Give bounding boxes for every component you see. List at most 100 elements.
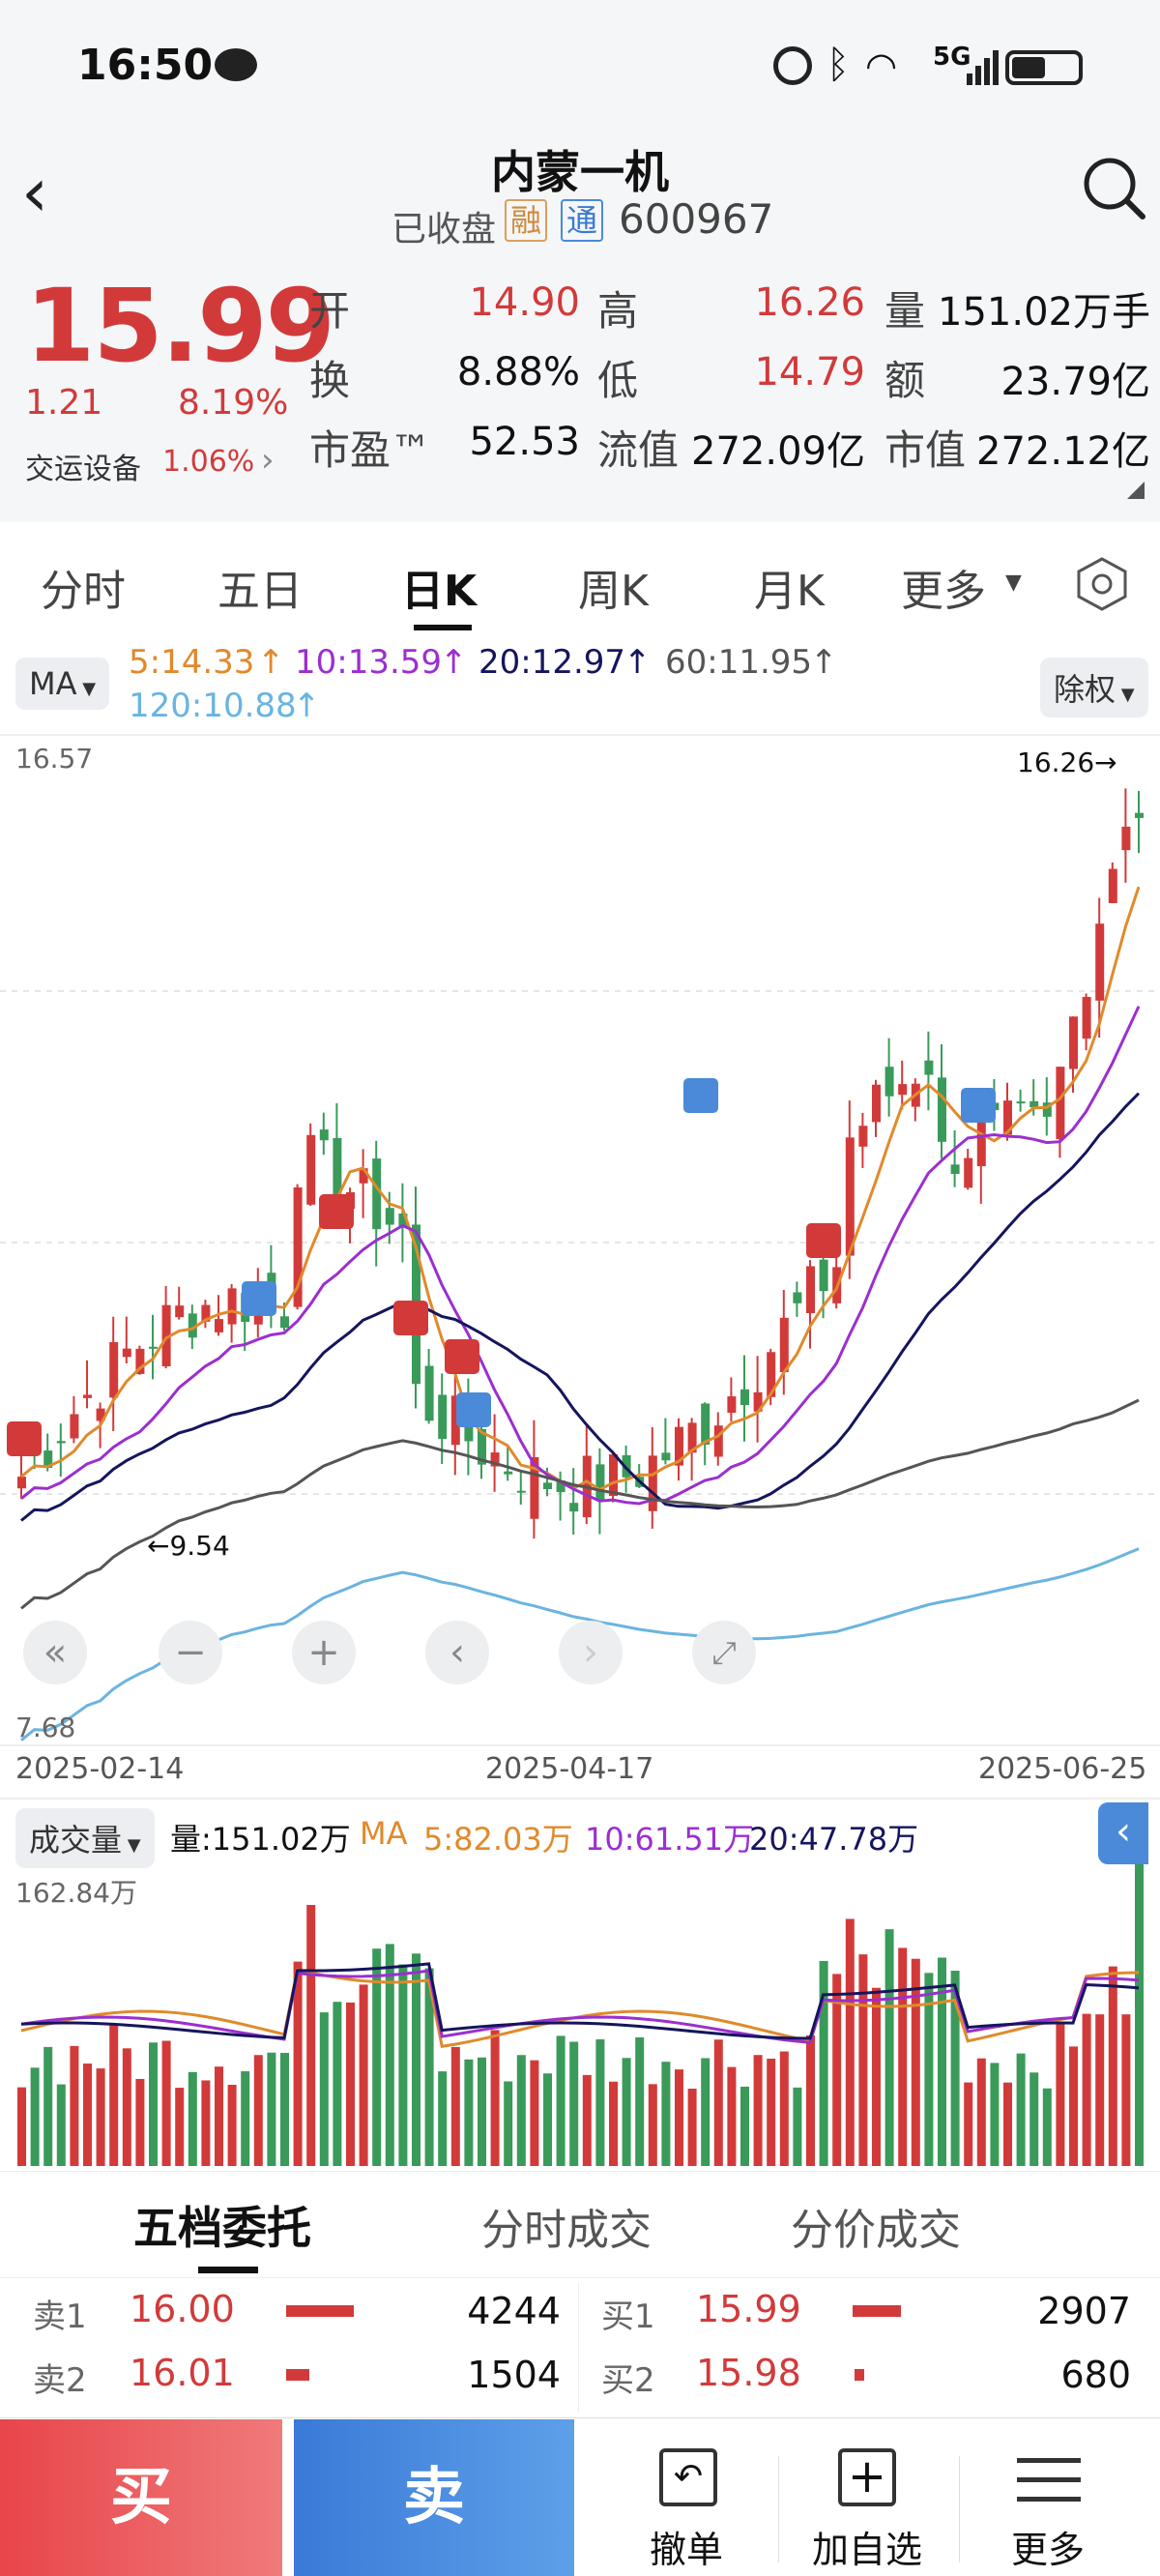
candle-body — [96, 1408, 105, 1421]
candle-body — [398, 1214, 408, 1227]
zoom-out-icon[interactable]: − — [159, 1621, 222, 1684]
collapse-panel-icon[interactable]: ‹ — [1098, 1802, 1148, 1864]
volume-bar — [122, 2048, 131, 2166]
volume-bar — [135, 2078, 145, 2166]
chevron-right-icon[interactable]: › — [261, 441, 275, 480]
marker-box — [319, 1194, 354, 1229]
volume-bar — [1042, 2088, 1052, 2166]
ask2-label: 卖2 — [33, 2361, 87, 2400]
caret-icon: ▼ — [1116, 685, 1135, 705]
trade-marker-buy — [319, 1194, 354, 1229]
candle-body — [319, 1129, 329, 1141]
tab-weekly-k[interactable]: 周K — [578, 567, 649, 616]
low-label: 低 — [597, 357, 639, 404]
candle-body — [175, 1305, 185, 1318]
volume-bar — [950, 1971, 960, 2166]
kline-chart[interactable] — [0, 0, 1160, 2171]
volume-indicator-selector[interactable]: 成交量 ▼ — [15, 1808, 155, 1868]
more-button[interactable]: 更多 — [951, 2437, 1145, 2572]
expand-corner-icon[interactable] — [1127, 482, 1145, 499]
volume-bar — [175, 2088, 185, 2166]
ma20-label: 20:12.97 — [478, 643, 626, 682]
divider — [0, 2277, 1160, 2278]
ma20-line — [20, 1092, 1141, 1522]
tab-price-trades[interactable]: 分价成交 — [791, 2206, 961, 2255]
candle-body — [424, 1365, 434, 1421]
sector-pct[interactable]: 1.06% — [162, 445, 255, 479]
candle-body — [149, 1346, 158, 1349]
add-watchlist-label: 加自选 — [811, 2529, 922, 2571]
volume-bar — [372, 1948, 382, 2166]
trade-marker-buy — [393, 1301, 428, 1335]
volume-bar — [1095, 2014, 1105, 2166]
active-tab-indicator — [414, 625, 472, 630]
cancel-order-button[interactable]: ↶ 撤单 — [590, 2437, 783, 2572]
left-arrow-icon: ← — [147, 1530, 170, 1562]
sector-name[interactable]: 交运设备 — [25, 453, 141, 486]
volume-bar — [713, 2039, 723, 2166]
fullscreen-icon[interactable]: ⤢ — [692, 1621, 756, 1684]
candle-body — [438, 1394, 448, 1440]
candle-body — [1121, 826, 1131, 851]
candle-body — [161, 1304, 171, 1366]
volume-bar — [675, 2069, 683, 2166]
last-price: 15.99 — [25, 267, 335, 385]
scroll-right-icon[interactable]: › — [559, 1621, 623, 1684]
stock-code: 600967 — [619, 195, 774, 243]
volume-bar — [622, 2058, 631, 2166]
adjust-selector[interactable]: 除权 ▼ — [1040, 658, 1148, 717]
settings-hex-icon[interactable] — [1073, 555, 1131, 613]
ask2-bar — [286, 2369, 309, 2381]
ma120-label: 120:10.88 — [129, 687, 297, 725]
quote-panel: 15.99 1.21 8.19% 交运设备 1.06% › 开 14.90 换 … — [0, 261, 1160, 522]
marker-box — [961, 1088, 996, 1123]
tab-five-day[interactable]: 五日 — [218, 567, 303, 616]
candle-body — [806, 1266, 815, 1314]
candle-body — [516, 1490, 526, 1493]
battery-icon — [1005, 50, 1083, 85]
candle-body — [83, 1394, 92, 1398]
divider — [959, 2456, 960, 2562]
volume-bar — [267, 2052, 276, 2166]
candle-body — [884, 1067, 894, 1097]
menu-icon — [1017, 2456, 1081, 2504]
volume-bar — [201, 2080, 211, 2166]
candle-body — [1082, 996, 1091, 1039]
search-icon[interactable] — [1081, 155, 1146, 220]
divider — [778, 2456, 779, 2562]
volume-bar — [898, 1947, 908, 2166]
candle-body — [44, 1450, 53, 1469]
volume-bar — [346, 2002, 355, 2166]
volume-bar — [635, 2037, 645, 2166]
volume-bar — [161, 2040, 171, 2166]
sell-button[interactable]: 卖 — [294, 2419, 574, 2576]
buy-button[interactable]: 买 — [0, 2419, 282, 2576]
trade-marker-sell — [456, 1392, 491, 1427]
tab-five-levels[interactable]: 五档委托 — [133, 2202, 311, 2254]
tab-more[interactable]: 更多 — [901, 567, 986, 616]
right-arrow-icon: → — [1094, 746, 1117, 778]
high-label: 高 — [597, 287, 639, 335]
bid1-qty: 2907 — [1037, 2290, 1131, 2332]
tab-monthly-k[interactable]: 月K — [754, 567, 825, 616]
dropdown-caret-icon[interactable]: ▼ — [1005, 571, 1022, 595]
tab-intraday[interactable]: 分时 — [41, 567, 126, 616]
candle-body — [1108, 868, 1117, 903]
zoom-in-icon[interactable]: + — [292, 1621, 356, 1684]
bluetooth-icon: ᛒ — [826, 43, 850, 87]
candle-body — [701, 1403, 710, 1445]
tab-daily-k[interactable]: 日K — [401, 567, 478, 616]
active-book-tab-indicator — [198, 2267, 258, 2273]
ma-selector[interactable]: MA ▼ — [15, 658, 110, 710]
vol-ma-label: MA — [360, 1815, 408, 1852]
tab-intraday-trades[interactable]: 分时成交 — [481, 2206, 652, 2255]
high-value: 16.26 — [754, 280, 865, 325]
volume-bar — [424, 1968, 434, 2166]
scroll-left-icon[interactable]: ‹ — [425, 1621, 489, 1684]
back-icon[interactable]: ‹ — [21, 153, 48, 232]
add-watchlist-button[interactable]: + 加自选 — [770, 2437, 964, 2572]
candle-body — [687, 1422, 697, 1453]
fast-back-icon[interactable]: « — [23, 1621, 87, 1684]
candle-body — [385, 1208, 394, 1225]
